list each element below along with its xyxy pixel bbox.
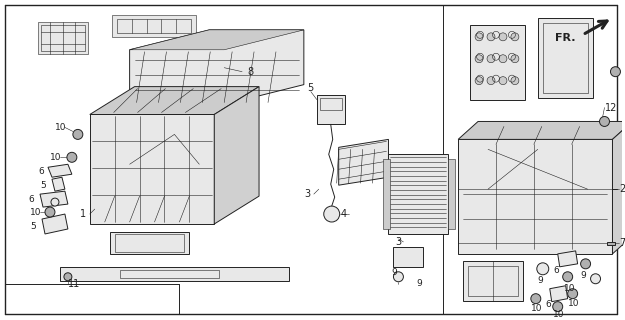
Text: 6: 6 [546,300,551,309]
Text: 8: 8 [247,67,253,77]
Bar [384,159,391,229]
Text: 10: 10 [30,208,42,217]
Text: 9: 9 [416,279,422,288]
Circle shape [487,33,495,41]
Circle shape [591,274,601,284]
Text: 10: 10 [531,304,542,313]
Circle shape [487,55,495,63]
Circle shape [511,77,519,84]
Circle shape [45,207,55,217]
Text: 7: 7 [619,238,625,248]
Bar [448,159,455,229]
Circle shape [537,263,549,275]
Text: 10: 10 [564,284,575,293]
Circle shape [599,116,609,126]
Text: 5: 5 [40,181,46,190]
Text: 6: 6 [38,167,44,176]
Bar [41,25,85,51]
Text: 6: 6 [554,266,559,275]
Circle shape [51,198,59,206]
Text: 1: 1 [80,209,86,219]
Text: 10: 10 [552,310,564,319]
Bar [320,98,342,109]
Circle shape [64,273,72,281]
Text: 9: 9 [538,276,544,285]
Polygon shape [110,232,189,254]
Text: 9: 9 [391,268,398,277]
Circle shape [475,77,483,84]
Polygon shape [48,164,72,177]
Polygon shape [214,87,259,224]
Bar [394,247,423,267]
Circle shape [475,33,483,41]
Bar [117,19,191,33]
Circle shape [562,272,572,282]
Polygon shape [612,122,625,254]
Polygon shape [90,115,214,224]
Circle shape [324,206,339,222]
Polygon shape [458,140,612,254]
Bar [119,270,219,278]
Polygon shape [52,177,65,191]
Polygon shape [470,25,525,100]
Circle shape [475,55,483,63]
Text: 5: 5 [30,222,36,231]
Polygon shape [42,214,68,234]
Polygon shape [558,251,578,267]
Circle shape [499,55,507,63]
Circle shape [531,294,541,304]
Text: 11: 11 [68,279,80,289]
Text: 10: 10 [568,299,579,308]
Circle shape [394,272,403,282]
Circle shape [499,33,507,41]
Text: 3: 3 [304,189,310,199]
Circle shape [487,77,495,84]
Polygon shape [339,140,389,185]
Circle shape [552,302,562,312]
Circle shape [581,259,591,269]
Polygon shape [38,22,88,54]
Circle shape [499,77,507,84]
Bar [468,266,518,296]
Circle shape [568,289,578,299]
Polygon shape [112,15,196,37]
Polygon shape [463,261,523,301]
Text: 10: 10 [55,123,66,132]
Circle shape [611,67,621,77]
Text: 6: 6 [28,195,34,204]
Polygon shape [129,30,304,105]
Bar [115,234,184,252]
Circle shape [511,33,519,41]
Text: 4: 4 [341,209,347,219]
Text: 2: 2 [619,184,625,194]
Polygon shape [538,18,592,98]
Text: 12: 12 [604,102,617,113]
Text: 5: 5 [307,83,313,92]
Text: 10: 10 [50,153,61,162]
Text: 3: 3 [396,237,401,247]
Circle shape [67,152,77,162]
Polygon shape [550,286,568,302]
Polygon shape [90,87,259,115]
Polygon shape [40,191,68,207]
Polygon shape [458,122,625,140]
Bar [317,95,344,124]
Bar [608,242,616,245]
Circle shape [73,129,83,140]
Circle shape [511,55,519,63]
Polygon shape [129,30,304,50]
Text: FR.: FR. [555,33,576,43]
Text: 9: 9 [581,271,586,280]
Bar [389,154,448,234]
Bar [60,267,289,281]
Bar [542,23,588,92]
